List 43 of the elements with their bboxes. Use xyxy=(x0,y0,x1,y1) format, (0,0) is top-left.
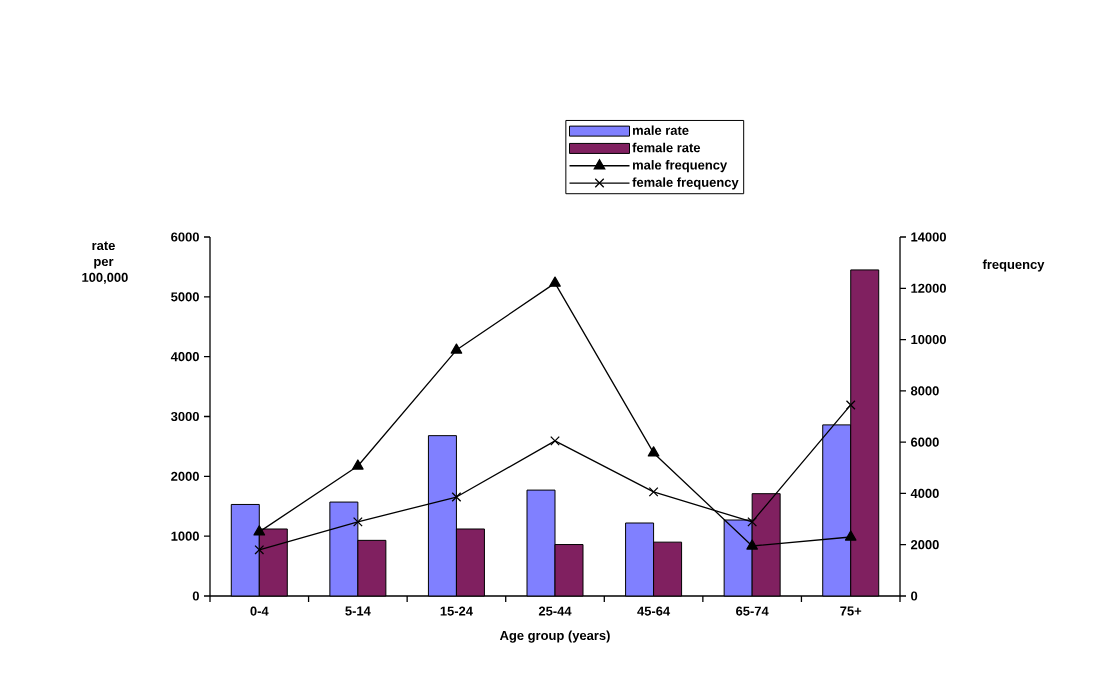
x-tick-label: 25-44 xyxy=(538,606,572,616)
y2-tick-label: 10000 xyxy=(911,334,946,345)
legend-label: male frequency xyxy=(633,160,728,173)
y2-tick-label: 14000 xyxy=(911,232,946,242)
point xyxy=(550,435,560,446)
x-tick-label: 75+ xyxy=(840,606,862,616)
y-tick-label: 0 xyxy=(192,591,199,601)
x-axis-title: Age group (years) xyxy=(499,630,610,643)
point xyxy=(844,530,857,541)
point xyxy=(746,539,758,550)
y2-axis-title: frequency xyxy=(982,259,1045,272)
x-tick-label: 0-4 xyxy=(250,606,269,616)
legend-label: female rate xyxy=(632,142,701,153)
x-tick-label: 45-64 xyxy=(637,606,671,616)
x-tick-label: 15-24 xyxy=(440,606,473,616)
y2-tick-label: 12000 xyxy=(911,283,946,293)
y-axis-title: rate per 100,000 xyxy=(82,241,128,284)
y-tick-label: 2000 xyxy=(171,471,199,481)
point xyxy=(450,343,463,354)
y-tick-label: 4000 xyxy=(170,352,199,362)
y2-tick-label: 8000 xyxy=(910,386,939,396)
y-tick-label: 3000 xyxy=(170,411,199,422)
y2-tick-label: 6000 xyxy=(911,437,939,447)
x-tick-label: 5-14 xyxy=(345,606,371,616)
point xyxy=(253,525,266,536)
x-tick-label: 65-74 xyxy=(736,606,769,616)
point xyxy=(647,446,660,457)
legend-label: female frequency xyxy=(632,177,739,190)
y-tick-label: 5000 xyxy=(171,292,199,302)
point xyxy=(549,276,561,287)
legend-label: male rate xyxy=(633,125,689,135)
point xyxy=(845,400,856,410)
y-tick-label: 1000 xyxy=(171,531,199,541)
y2-tick-label: 0 xyxy=(911,591,918,601)
point xyxy=(747,517,758,527)
point xyxy=(451,492,462,502)
y2-tick-label: 2000 xyxy=(910,540,939,550)
y-tick-label: 6000 xyxy=(171,232,199,242)
y2-tick-label: 4000 xyxy=(910,488,939,499)
point xyxy=(352,517,363,527)
point xyxy=(254,544,265,555)
point xyxy=(648,486,659,497)
point xyxy=(352,459,364,470)
